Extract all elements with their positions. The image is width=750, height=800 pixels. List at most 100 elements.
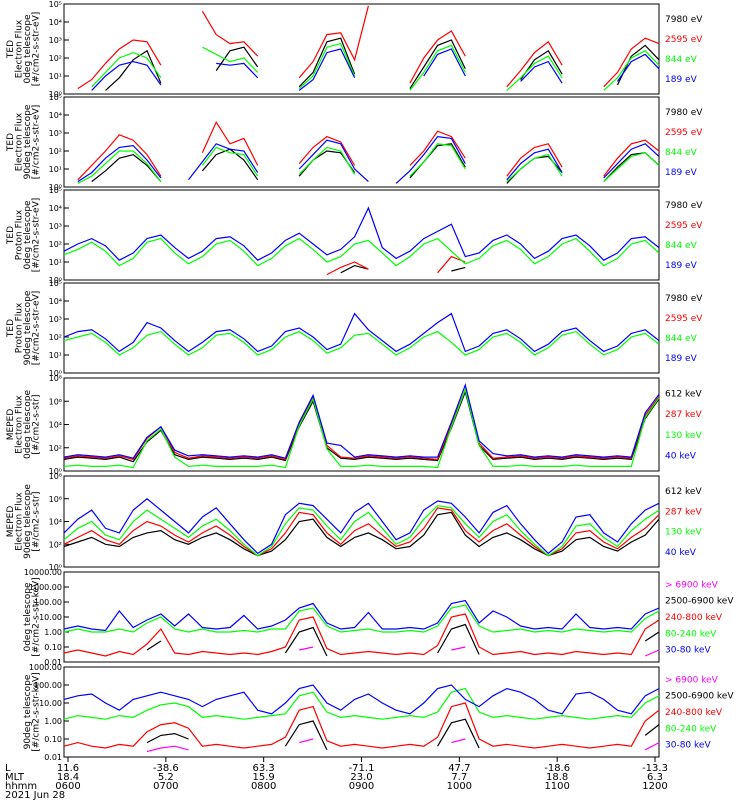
legend-entry: 189 eV: [665, 168, 698, 178]
y-axis-label-line: 0deg telescope: [23, 582, 33, 652]
legend-entry: 612 keV: [665, 487, 702, 497]
footer-l-value: -71.1: [349, 763, 375, 774]
y-tick-label: 10¹: [49, 165, 62, 174]
legend-entry: 844 eV: [665, 334, 698, 344]
y-tick-label: 0.01: [44, 753, 62, 762]
y-tick-label: 10.00: [39, 613, 62, 622]
legend-entry: 189 eV: [665, 75, 698, 85]
series-612-kev: [63, 389, 660, 463]
panel-frame: [63, 96, 660, 188]
series-2500-6900-kev: [146, 623, 660, 657]
series-30-80-kev: [63, 599, 660, 632]
legend-entry: 189 eV: [665, 261, 698, 271]
y-tick-label: 10⁴: [49, 297, 62, 306]
y-tick-label: 1.00: [44, 717, 62, 726]
y-tick-label: 10⁰: [49, 467, 62, 476]
y-tick-label: 10³: [49, 315, 62, 324]
y-tick-label: 100.00: [34, 598, 62, 607]
series-287-kev: [63, 507, 660, 557]
panel-frame: [63, 282, 660, 374]
legend-entry: 2595 eV: [665, 35, 703, 45]
series-40-kev: [63, 498, 660, 555]
series-7980-ev: [91, 143, 660, 184]
y-axis-label-line: TED: [6, 226, 16, 245]
y-tick-label: 10⁵: [49, 93, 62, 102]
legend-entry: 844 eV: [665, 55, 698, 65]
legend-entry: 240-800 keV: [665, 708, 723, 718]
legend-entry: 7980 eV: [665, 15, 703, 25]
footer-mlt-value: 15.9: [253, 772, 275, 783]
legend-entry: 844 eV: [665, 148, 698, 158]
y-axis-label-line: Electron Flux: [15, 112, 25, 171]
y-axis-label-line: MEPED: [6, 506, 16, 538]
legend-entry: 612 keV: [665, 390, 702, 400]
y-axis-label-line: [#/cm2-s-str]: [32, 394, 42, 454]
y-tick-label: 10⁰: [49, 369, 62, 378]
footer-hhmm-value: 1000: [447, 781, 472, 792]
series-189-ev: [63, 206, 660, 261]
footer-label-MLT: MLT: [5, 772, 25, 783]
series-2595-ev: [77, 5, 660, 90]
series-287-kev: [63, 387, 660, 461]
footer-l-value: 63.3: [253, 763, 275, 774]
y-tick-label: 0.10: [44, 643, 62, 652]
series-240-800-kev: [63, 702, 660, 749]
y-tick-label: 10⁶: [49, 495, 62, 504]
footer-l-value: -38.6: [153, 763, 179, 774]
footer-hhmm-value: 1200: [642, 781, 667, 792]
y-tick-label: 10¹: [49, 258, 62, 267]
y-axis-label-line: 0deg telescope: [23, 390, 33, 460]
footer-date: 2021 Jun 28: [5, 790, 65, 800]
legend-entry: 130 keV: [665, 431, 702, 441]
series-189-ev: [63, 312, 660, 353]
footer-mlt-value: 18.4: [57, 772, 79, 783]
y-axis-label-line: 90deg telescope: [23, 290, 33, 365]
y-axis-label-line: [#/cm2-s-str-eV]: [32, 291, 42, 366]
series-2595-ev: [77, 120, 660, 181]
legend-entry: 2595 eV: [665, 128, 703, 138]
y-tick-label: 10⁴: [49, 518, 62, 527]
footer-l-value: -18.6: [544, 763, 570, 774]
series-844-ev: [63, 330, 660, 356]
footer-hhmm-value: 0800: [251, 781, 276, 792]
footer-label-hhmm: hhmm: [5, 781, 37, 792]
y-tick-label: 10²: [49, 147, 62, 156]
series-844-ev: [91, 42, 660, 91]
y-tick-label: 10³: [49, 129, 62, 138]
y-axis-label-line: Proton Flux: [15, 209, 25, 260]
y-axis-label-line: TED: [6, 40, 16, 59]
legend-entry: 7980 eV: [665, 201, 703, 211]
footer-mlt-value: 6.3: [647, 772, 663, 783]
series-130-kev: [63, 504, 660, 557]
footer-hhmm-value: 1100: [544, 781, 569, 792]
y-axis-label-line: Electron Flux: [15, 395, 25, 454]
y-axis-label-line: [#/cm2-s-str-eV]: [32, 198, 42, 273]
y-tick-label: 10⁶: [49, 397, 62, 406]
footer-l-value: 47.7: [448, 763, 470, 774]
y-tick-label: 10⁸: [49, 472, 62, 481]
footer-hhmm-value: 0700: [153, 781, 178, 792]
y-axis-label-line: [#/cm2-s-str]: [32, 491, 42, 551]
series-7980-ev: [340, 264, 466, 274]
y-tick-label: 10000.00: [24, 568, 62, 577]
series-189-ev: [91, 48, 660, 91]
series-40-kev: [63, 382, 660, 459]
series-30-80-kev: [63, 684, 660, 715]
footer-l-value: -13.3: [642, 763, 668, 774]
y-axis-label-line: MEPED: [6, 409, 16, 441]
legend-entry: 30-80 keV: [665, 646, 711, 656]
footer-mlt-value: 23.0: [350, 772, 372, 783]
y-axis-label-line: [#/cm2-s-str-eV]: [32, 12, 42, 87]
series-612-kev: [63, 511, 660, 557]
y-axis-label-line: TED: [6, 133, 16, 152]
y-axis-label-line: Electron Flux: [15, 19, 25, 78]
y-tick-label: 1.00: [44, 628, 62, 637]
y-tick-label: 1000.00: [29, 583, 62, 592]
y-tick-label: 10³: [49, 36, 62, 45]
y-tick-label: 10⁵: [49, 279, 62, 288]
legend-entry: 80-240 keV: [665, 724, 717, 734]
